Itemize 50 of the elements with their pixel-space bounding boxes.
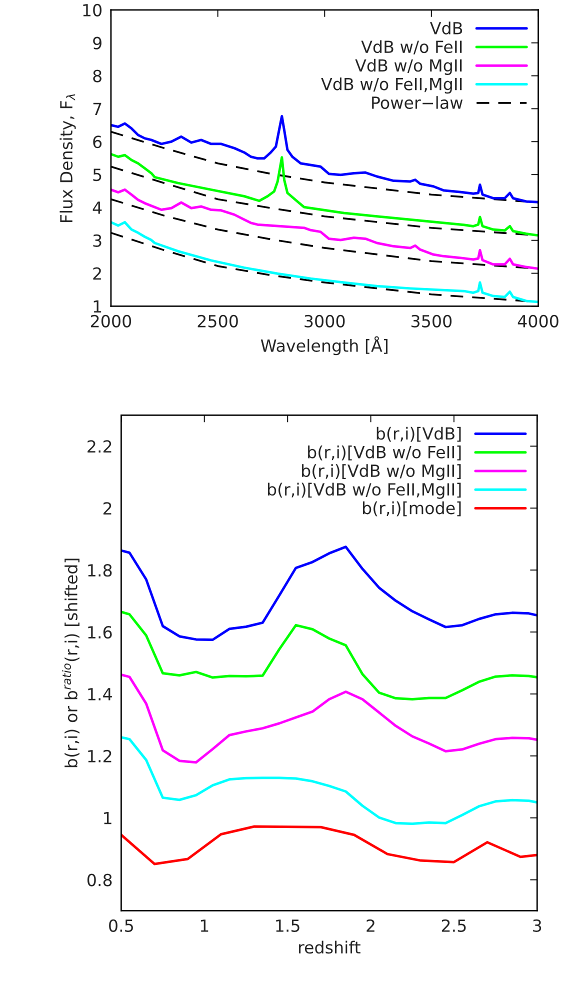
x-axis-title: redshift [299, 940, 360, 954]
legend-label: Power−law [372, 96, 463, 109]
y-tick-label: 1 [94, 300, 102, 313]
line-series [121, 825, 538, 866]
y-axis-title: Flux Density, F$_{λ}$ [60, 94, 76, 222]
legend-label: b(r,i)[VdB w/o FeII,MgII] [268, 482, 461, 499]
x-tick-label: 0.5 [109, 919, 133, 932]
y-tick-label: 0.8 [87, 874, 112, 886]
legend-label: b(r,i)[VdB w/o MgII] [302, 464, 461, 480]
legend-label: VdB w/o MgII [355, 58, 462, 75]
y-tick-label: 2 [103, 502, 112, 514]
line-series [110, 152, 538, 237]
x-tick-label: 2000 [90, 314, 132, 328]
y-tick-label: 5 [93, 168, 102, 182]
y-tick-label: 1.6 [88, 626, 112, 639]
y-tick-label: 2 [93, 267, 101, 280]
y-tick-label: 9 [93, 36, 102, 50]
legend-label: VdB [430, 22, 462, 34]
y-tick-label: 1.4 [88, 688, 112, 700]
y-tick-label: 3 [93, 234, 102, 247]
x-tick-label: 2500 [198, 314, 238, 328]
legend-label: b(r,i)[VdB] [376, 426, 461, 442]
x-tick-label: 2 [366, 919, 374, 932]
line-series [121, 736, 538, 825]
legend-label: VdB w/o FeII [361, 40, 462, 54]
y-axis-title: b(r,i) or b$^{ratio}$(r,i) [shifted] [62, 558, 80, 768]
y-tick-label: 10 [83, 4, 102, 16]
line-series [121, 610, 538, 700]
y-tick-label: 4 [92, 202, 102, 214]
x-tick-label: 3 [533, 919, 542, 932]
y-tick-label: 8 [93, 70, 102, 82]
y-tick-label: 1.8 [88, 564, 112, 577]
x-tick-label: 2.5 [442, 919, 466, 932]
x-tick-label: 4000 [518, 314, 558, 328]
y-tick-label: 6 [93, 136, 102, 148]
y-tick-label: 2.2 [88, 440, 112, 453]
x-tick-label: 3500 [412, 314, 452, 328]
y-tick-label: 1 [104, 812, 112, 824]
y-tick-label: 7 [93, 102, 102, 116]
legend-label: VdB w/o FeII,MgII [321, 77, 462, 94]
x-tick-label: 1.5 [276, 920, 300, 932]
legend-label: b(r,i)[mode] [363, 501, 461, 516]
y-tick-label: 1.2 [88, 750, 112, 762]
legend-label: b(r,i)[VdB w/o FeII] [308, 446, 461, 460]
x-tick-label: 3000 [304, 314, 345, 328]
x-tick-label: 1 [200, 920, 208, 932]
line-series [121, 546, 538, 641]
line-series [121, 673, 538, 764]
x-axis-title: Wavelength [Å] [260, 336, 388, 356]
line-series [110, 115, 538, 204]
